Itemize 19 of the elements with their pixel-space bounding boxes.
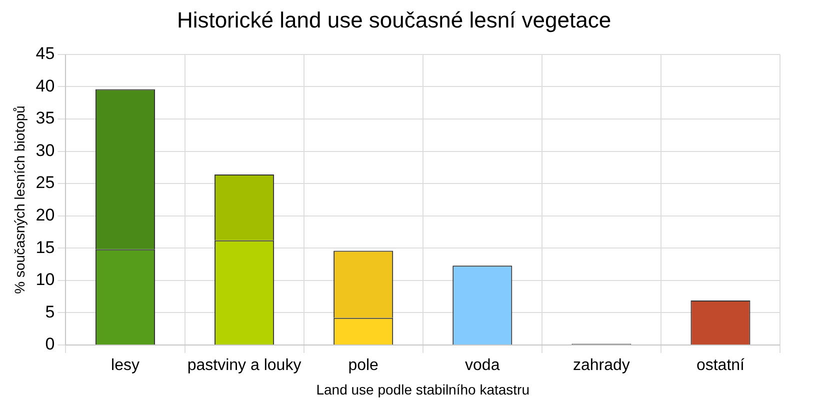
y-tick-label: 5 [45,302,55,322]
x-tick-label: voda [465,357,500,374]
y-tick-label: 10 [36,270,55,290]
y-tick-label: 30 [36,140,55,160]
y-tick-label: 25 [36,173,55,192]
x-tick-label: lesy [111,357,140,374]
x-tick-label: pole [348,357,379,374]
chart-title: Historické land use současné lesní vegetace [176,7,612,32]
y-axis-title: % současných lesních biotopů [11,106,28,294]
x-tick-label: pastviny a louky [187,357,302,374]
y-tick-label: 20 [36,206,55,225]
y-tick-label: 15 [36,238,55,257]
y-tick-label: 35 [36,108,55,128]
y-tick-label: 40 [36,76,55,96]
x-axis-title: Land use podle stabilního katastru [316,381,530,398]
x-tick-label: zahrady [572,357,630,374]
y-tick-label: 45 [36,44,55,64]
y-tick-label: 0 [45,334,55,354]
x-tick-label: ostatní [696,357,746,374]
